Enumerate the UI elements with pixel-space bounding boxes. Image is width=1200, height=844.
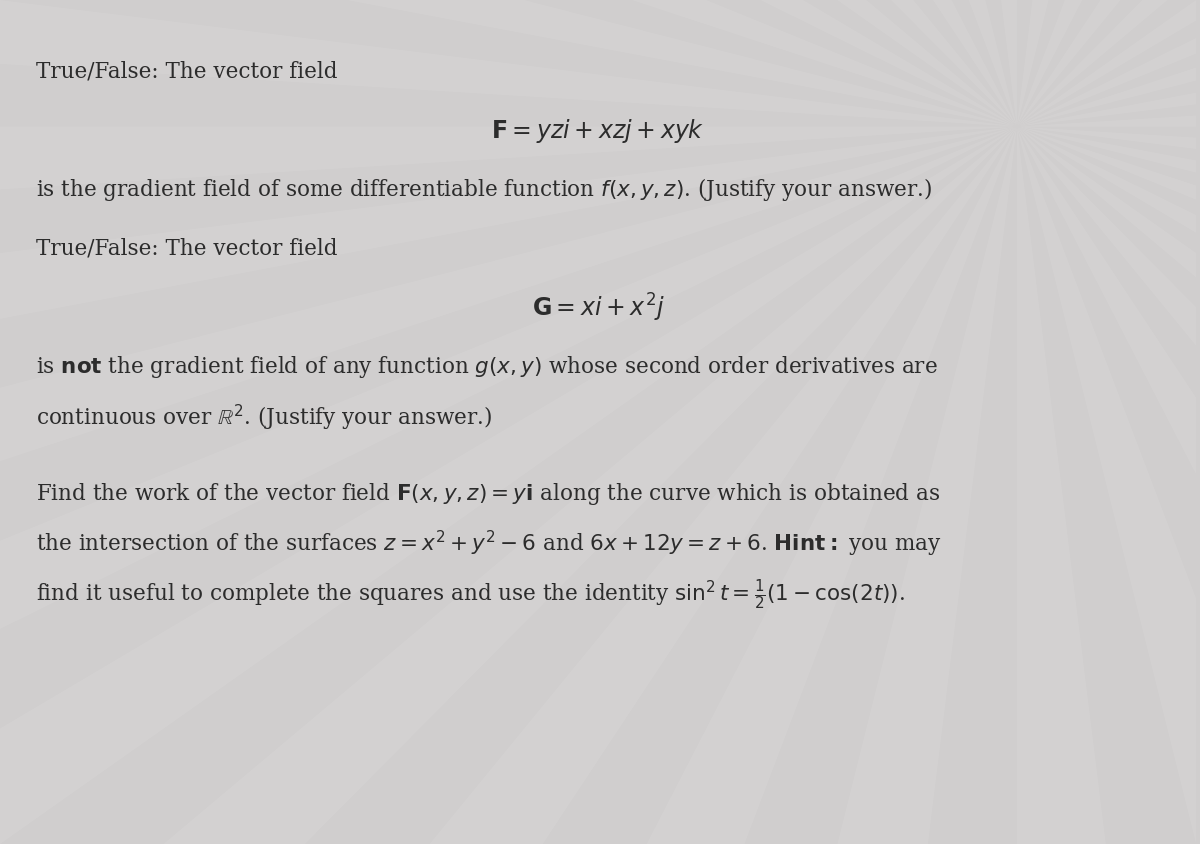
Wedge shape — [1016, 0, 1200, 127]
Wedge shape — [1016, 127, 1200, 844]
Text: True/False: The vector field: True/False: The vector field — [36, 61, 337, 83]
Wedge shape — [0, 0, 1016, 127]
Wedge shape — [1016, 0, 1200, 127]
Wedge shape — [0, 0, 1016, 127]
Wedge shape — [498, 127, 1016, 844]
Wedge shape — [0, 127, 1016, 844]
Wedge shape — [242, 0, 1016, 127]
Wedge shape — [1016, 127, 1200, 844]
Wedge shape — [1016, 0, 1200, 127]
Wedge shape — [0, 0, 1016, 127]
Wedge shape — [0, 127, 1016, 844]
Wedge shape — [1016, 127, 1200, 844]
Wedge shape — [0, 127, 1016, 844]
Wedge shape — [0, 0, 1016, 127]
Text: True/False: The vector field: True/False: The vector field — [36, 238, 337, 260]
Wedge shape — [1016, 127, 1200, 844]
Text: $\mathbf{F} = yzi + xzj + xyk$: $\mathbf{F} = yzi + xzj + xyk$ — [492, 116, 704, 145]
Wedge shape — [0, 127, 1016, 311]
Wedge shape — [0, 127, 1016, 844]
Wedge shape — [1016, 127, 1200, 844]
Wedge shape — [1016, 0, 1200, 127]
Wedge shape — [756, 0, 1016, 127]
Wedge shape — [1016, 0, 1200, 127]
Wedge shape — [0, 0, 1016, 127]
Wedge shape — [1016, 127, 1200, 844]
Wedge shape — [1016, 127, 1200, 493]
Wedge shape — [1016, 0, 1200, 127]
Text: continuous over $\mathbb{R}^2$. (Justify your answer.): continuous over $\mathbb{R}^2$. (Justify… — [36, 403, 492, 433]
Wedge shape — [1016, 127, 1200, 844]
Wedge shape — [1016, 0, 1200, 127]
Text: is $\mathbf{not}$ the gradient field of any function $g(x, y)$ whose second orde: is $\mathbf{not}$ the gradient field of … — [36, 354, 937, 380]
Wedge shape — [1016, 0, 1200, 127]
Wedge shape — [1016, 127, 1200, 844]
Wedge shape — [0, 127, 1016, 844]
Wedge shape — [0, 127, 1016, 673]
Wedge shape — [1016, 0, 1200, 127]
Text: $\mathbf{G} = xi + x^{2}j$: $\mathbf{G} = xi + x^{2}j$ — [532, 292, 665, 324]
Text: find it useful to complete the squares and use the identity $\sin^2 t = \frac{1}: find it useful to complete the squares a… — [36, 577, 905, 613]
Text: is the gradient field of some differentiable function $f(x, y, z)$. (Justify you: is the gradient field of some differenti… — [36, 176, 932, 203]
Text: the intersection of the surfaces $z = x^2+y^2-6$ and $6x+12y = z+6$. $\mathbf{Hi: the intersection of the surfaces $z = x^… — [36, 529, 942, 560]
Wedge shape — [0, 127, 1016, 844]
Wedge shape — [0, 0, 1016, 127]
Text: Find the work of the vector field $\mathbf{F}(x, y, z) = y\mathbf{i}$ along the : Find the work of the vector field $\math… — [36, 481, 941, 506]
Wedge shape — [0, 0, 1016, 127]
